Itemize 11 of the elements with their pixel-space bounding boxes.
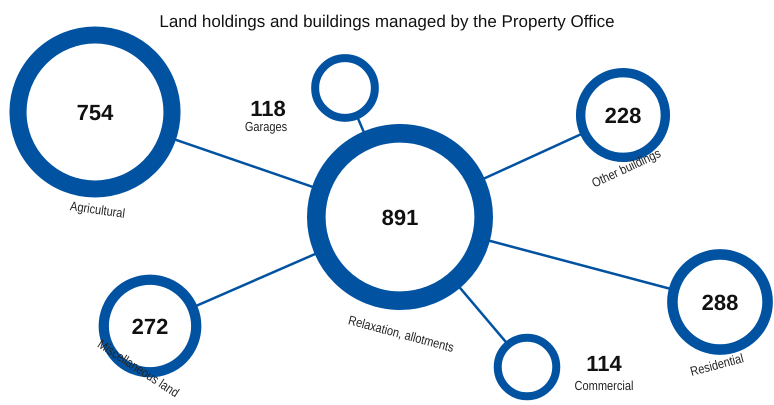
data-label: 288 (702, 290, 738, 315)
category-label: Commercial (574, 378, 634, 394)
text: Land holdings and buildings managed by the Property Office (159, 12, 615, 31)
data-label: 118 (250, 96, 286, 121)
data-label: 754 (76, 100, 114, 125)
data-label: 114 (586, 351, 623, 376)
data-label: 272 (132, 314, 168, 339)
data-label: 891 (382, 205, 418, 230)
category-label: Garages (244, 119, 288, 134)
data-label: 228 (604, 103, 642, 128)
category-label: Agricultural (69, 198, 126, 222)
